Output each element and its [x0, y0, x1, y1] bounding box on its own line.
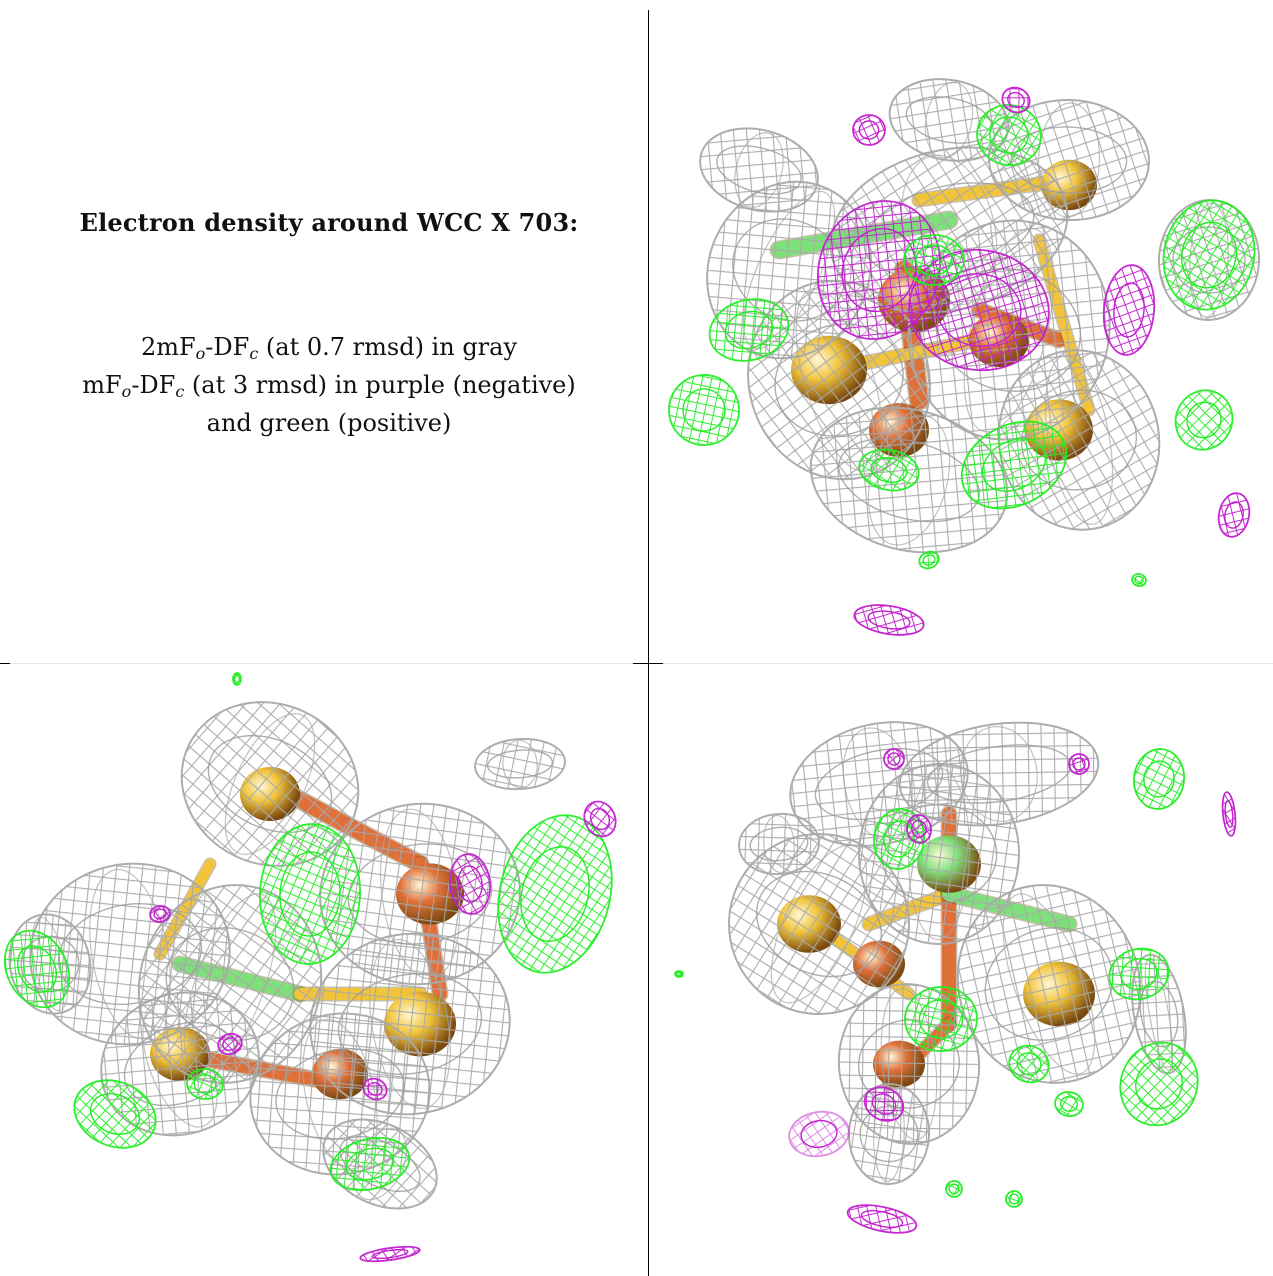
figure-title: Electron density around WCC X 703:: [79, 208, 579, 237]
density-render-3: [674, 721, 1237, 1234]
negative-density-mesh: [883, 748, 905, 770]
gray-density-mesh: [956, 884, 1142, 1084]
density-view-2: [0, 664, 648, 1276]
positive-density-mesh: [903, 234, 965, 286]
positive-density-mesh: [945, 1180, 963, 1198]
negative-density-mesh: [846, 1204, 918, 1234]
negative-density-mesh: [906, 814, 932, 844]
positive-density-mesh: [918, 550, 940, 570]
negative-density-mesh: [853, 604, 925, 636]
negative-density-mesh: [359, 1245, 421, 1263]
caption-line-2: mFo-DFc (at 3 rmsd) in purple (negative): [82, 371, 576, 401]
negative-density-mesh: [788, 1110, 850, 1158]
positive-density-mesh: [1174, 389, 1234, 451]
positive-density-mesh: [3, 929, 71, 1009]
positive-density-mesh: [73, 1079, 157, 1149]
positive-density-mesh: [1131, 572, 1147, 588]
gray-density-mesh: [898, 721, 1100, 827]
negative-density-mesh: [852, 114, 886, 146]
negative-density-mesh: [583, 800, 617, 838]
positive-density-mesh: [1133, 748, 1185, 810]
positive-density-mesh: [497, 814, 613, 974]
positive-density-mesh: [668, 374, 740, 446]
gray-density-mesh: [474, 737, 566, 791]
negative-density-mesh: [863, 1086, 905, 1122]
gray-density-mesh: [738, 812, 820, 876]
positive-density-mesh: [674, 970, 684, 978]
positive-density-mesh: [1162, 199, 1256, 311]
negative-density-mesh: [149, 905, 171, 923]
caption-line-3: and green (positive): [206, 409, 452, 437]
negative-density-mesh: [1001, 86, 1031, 114]
positive-density-mesh: [1008, 1044, 1050, 1084]
positive-density-mesh: [960, 420, 1068, 510]
caption-line-1: 2mFo-DFc (at 0.7 rmsd) in gray: [140, 333, 518, 363]
negative-density-mesh: [1068, 753, 1090, 775]
middle-tick-left: [0, 663, 10, 664]
positive-density-mesh: [1005, 1190, 1023, 1208]
negative-density-mesh: [1102, 264, 1156, 356]
gray-density-mesh: [699, 127, 819, 213]
negative-density-mesh: [449, 853, 491, 915]
positive-density-mesh: [708, 298, 790, 362]
positive-density-mesh: [858, 448, 920, 492]
positive-density-mesh: [1119, 1041, 1199, 1127]
negative-density-mesh: [1217, 492, 1251, 538]
density-view-1: [649, 10, 1273, 663]
positive-density-mesh: [329, 1136, 411, 1192]
positive-density-mesh: [904, 986, 978, 1052]
negative-density-mesh: [217, 1032, 243, 1056]
caption-panel: Electron density around WCC X 703: 2mFo-…: [10, 10, 648, 663]
density-render-2: [3, 672, 617, 1263]
middle-tick-center: [633, 663, 663, 664]
positive-density-mesh: [259, 823, 361, 965]
positive-density-mesh: [1108, 947, 1170, 1001]
positive-density-mesh: [232, 672, 242, 686]
density-view-3: [649, 664, 1273, 1276]
negative-density-mesh: [1221, 791, 1237, 837]
negative-density-mesh: [362, 1077, 388, 1101]
center-divider: [648, 10, 649, 1276]
positive-density-mesh: [1054, 1091, 1084, 1117]
negative-density-mesh: [816, 200, 942, 340]
positive-density-mesh: [186, 1068, 224, 1100]
density-render-1: [668, 78, 1261, 636]
